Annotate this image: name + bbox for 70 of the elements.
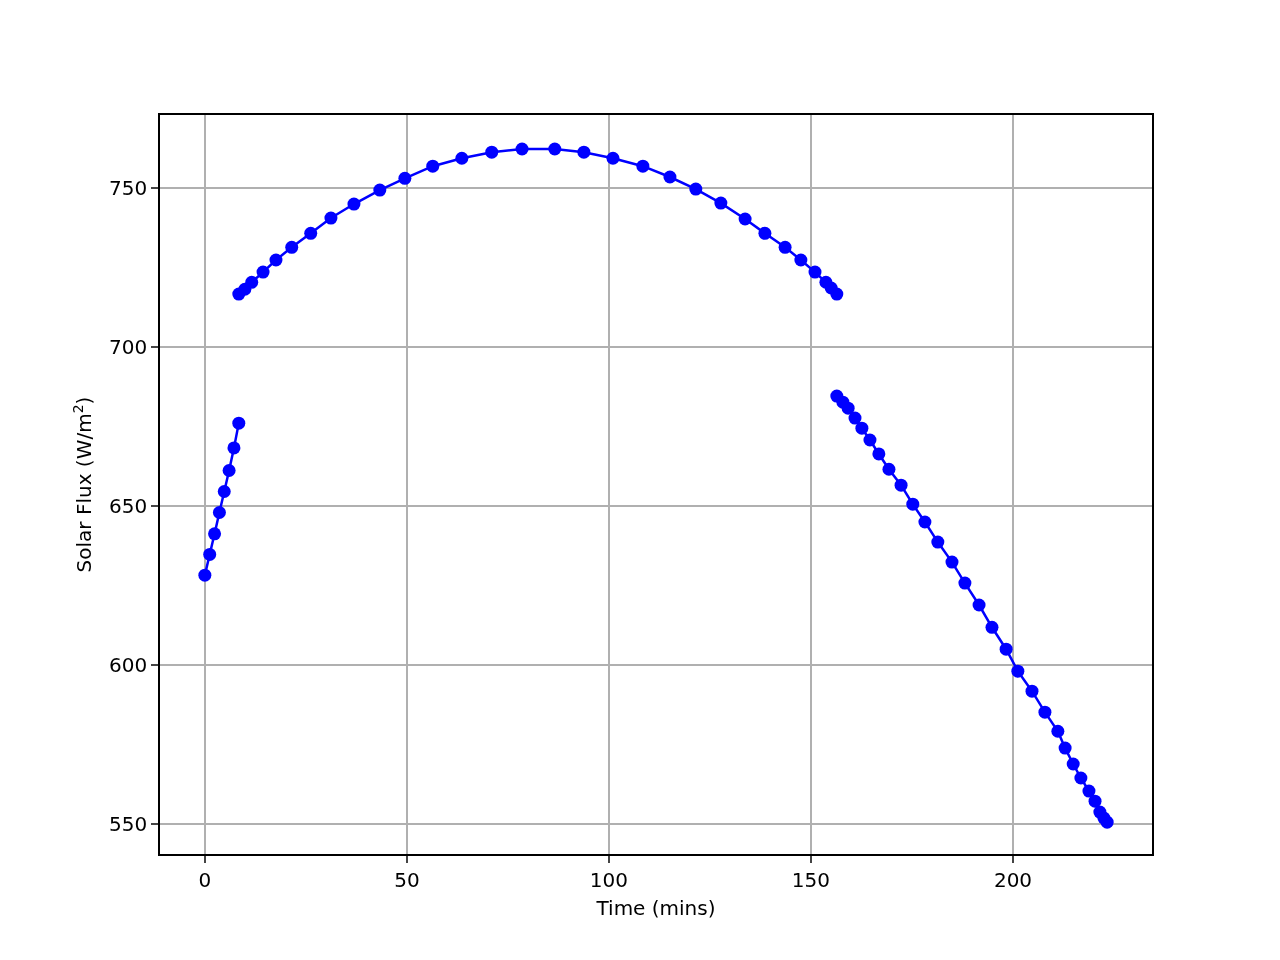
y-tick-label: 750	[109, 176, 148, 201]
point	[863, 433, 877, 447]
point	[714, 196, 728, 210]
point	[485, 145, 499, 159]
x-tick-label: 0	[198, 867, 212, 892]
x-axis-title: Time (mins)	[595, 895, 716, 920]
point	[232, 416, 246, 430]
point	[198, 568, 212, 582]
point	[958, 576, 972, 590]
point	[245, 275, 259, 289]
point	[636, 159, 650, 173]
point	[256, 265, 270, 279]
point	[830, 287, 844, 301]
y-tick-label: 550	[109, 812, 148, 837]
point	[663, 170, 677, 184]
point	[548, 142, 562, 156]
point	[918, 515, 932, 529]
point	[1051, 724, 1065, 738]
y-tick-label: 600	[109, 653, 148, 678]
point	[972, 598, 986, 612]
point	[426, 159, 440, 173]
point	[855, 421, 869, 435]
point	[324, 211, 338, 225]
point	[808, 265, 822, 279]
point	[1066, 757, 1080, 771]
point	[606, 151, 620, 165]
point	[778, 240, 792, 254]
point	[1025, 684, 1039, 698]
x-tick-label: 100	[589, 867, 629, 892]
point	[882, 462, 896, 476]
x-tick-label: 50	[394, 867, 420, 892]
point	[347, 197, 361, 211]
point	[208, 527, 222, 541]
point	[269, 253, 283, 267]
point	[1074, 771, 1088, 785]
point	[794, 253, 808, 267]
point	[577, 145, 591, 159]
point	[738, 212, 752, 226]
point	[227, 441, 241, 455]
point	[999, 642, 1013, 656]
point	[841, 401, 855, 415]
point	[689, 182, 703, 196]
point	[945, 555, 959, 569]
point	[906, 497, 920, 511]
point	[1088, 794, 1102, 808]
point	[758, 226, 772, 240]
point	[203, 547, 217, 561]
point	[515, 142, 529, 156]
point	[1082, 784, 1096, 798]
point	[285, 240, 299, 254]
x-tick-label: 200	[993, 867, 1033, 892]
y-tick-label: 700	[109, 335, 148, 360]
point	[1038, 705, 1052, 719]
y-tick-label: 650	[109, 494, 148, 519]
point	[894, 478, 908, 492]
point	[931, 535, 945, 549]
point	[304, 226, 318, 240]
point	[985, 620, 999, 634]
point	[222, 464, 236, 477]
point	[455, 151, 469, 165]
point	[217, 485, 231, 498]
point	[212, 505, 226, 519]
x-tick-label: 150	[791, 867, 831, 892]
point	[1058, 741, 1072, 755]
point	[1100, 815, 1114, 829]
point	[848, 411, 862, 425]
point	[398, 171, 412, 185]
point	[1011, 664, 1025, 678]
point	[373, 183, 387, 197]
point	[872, 447, 886, 461]
